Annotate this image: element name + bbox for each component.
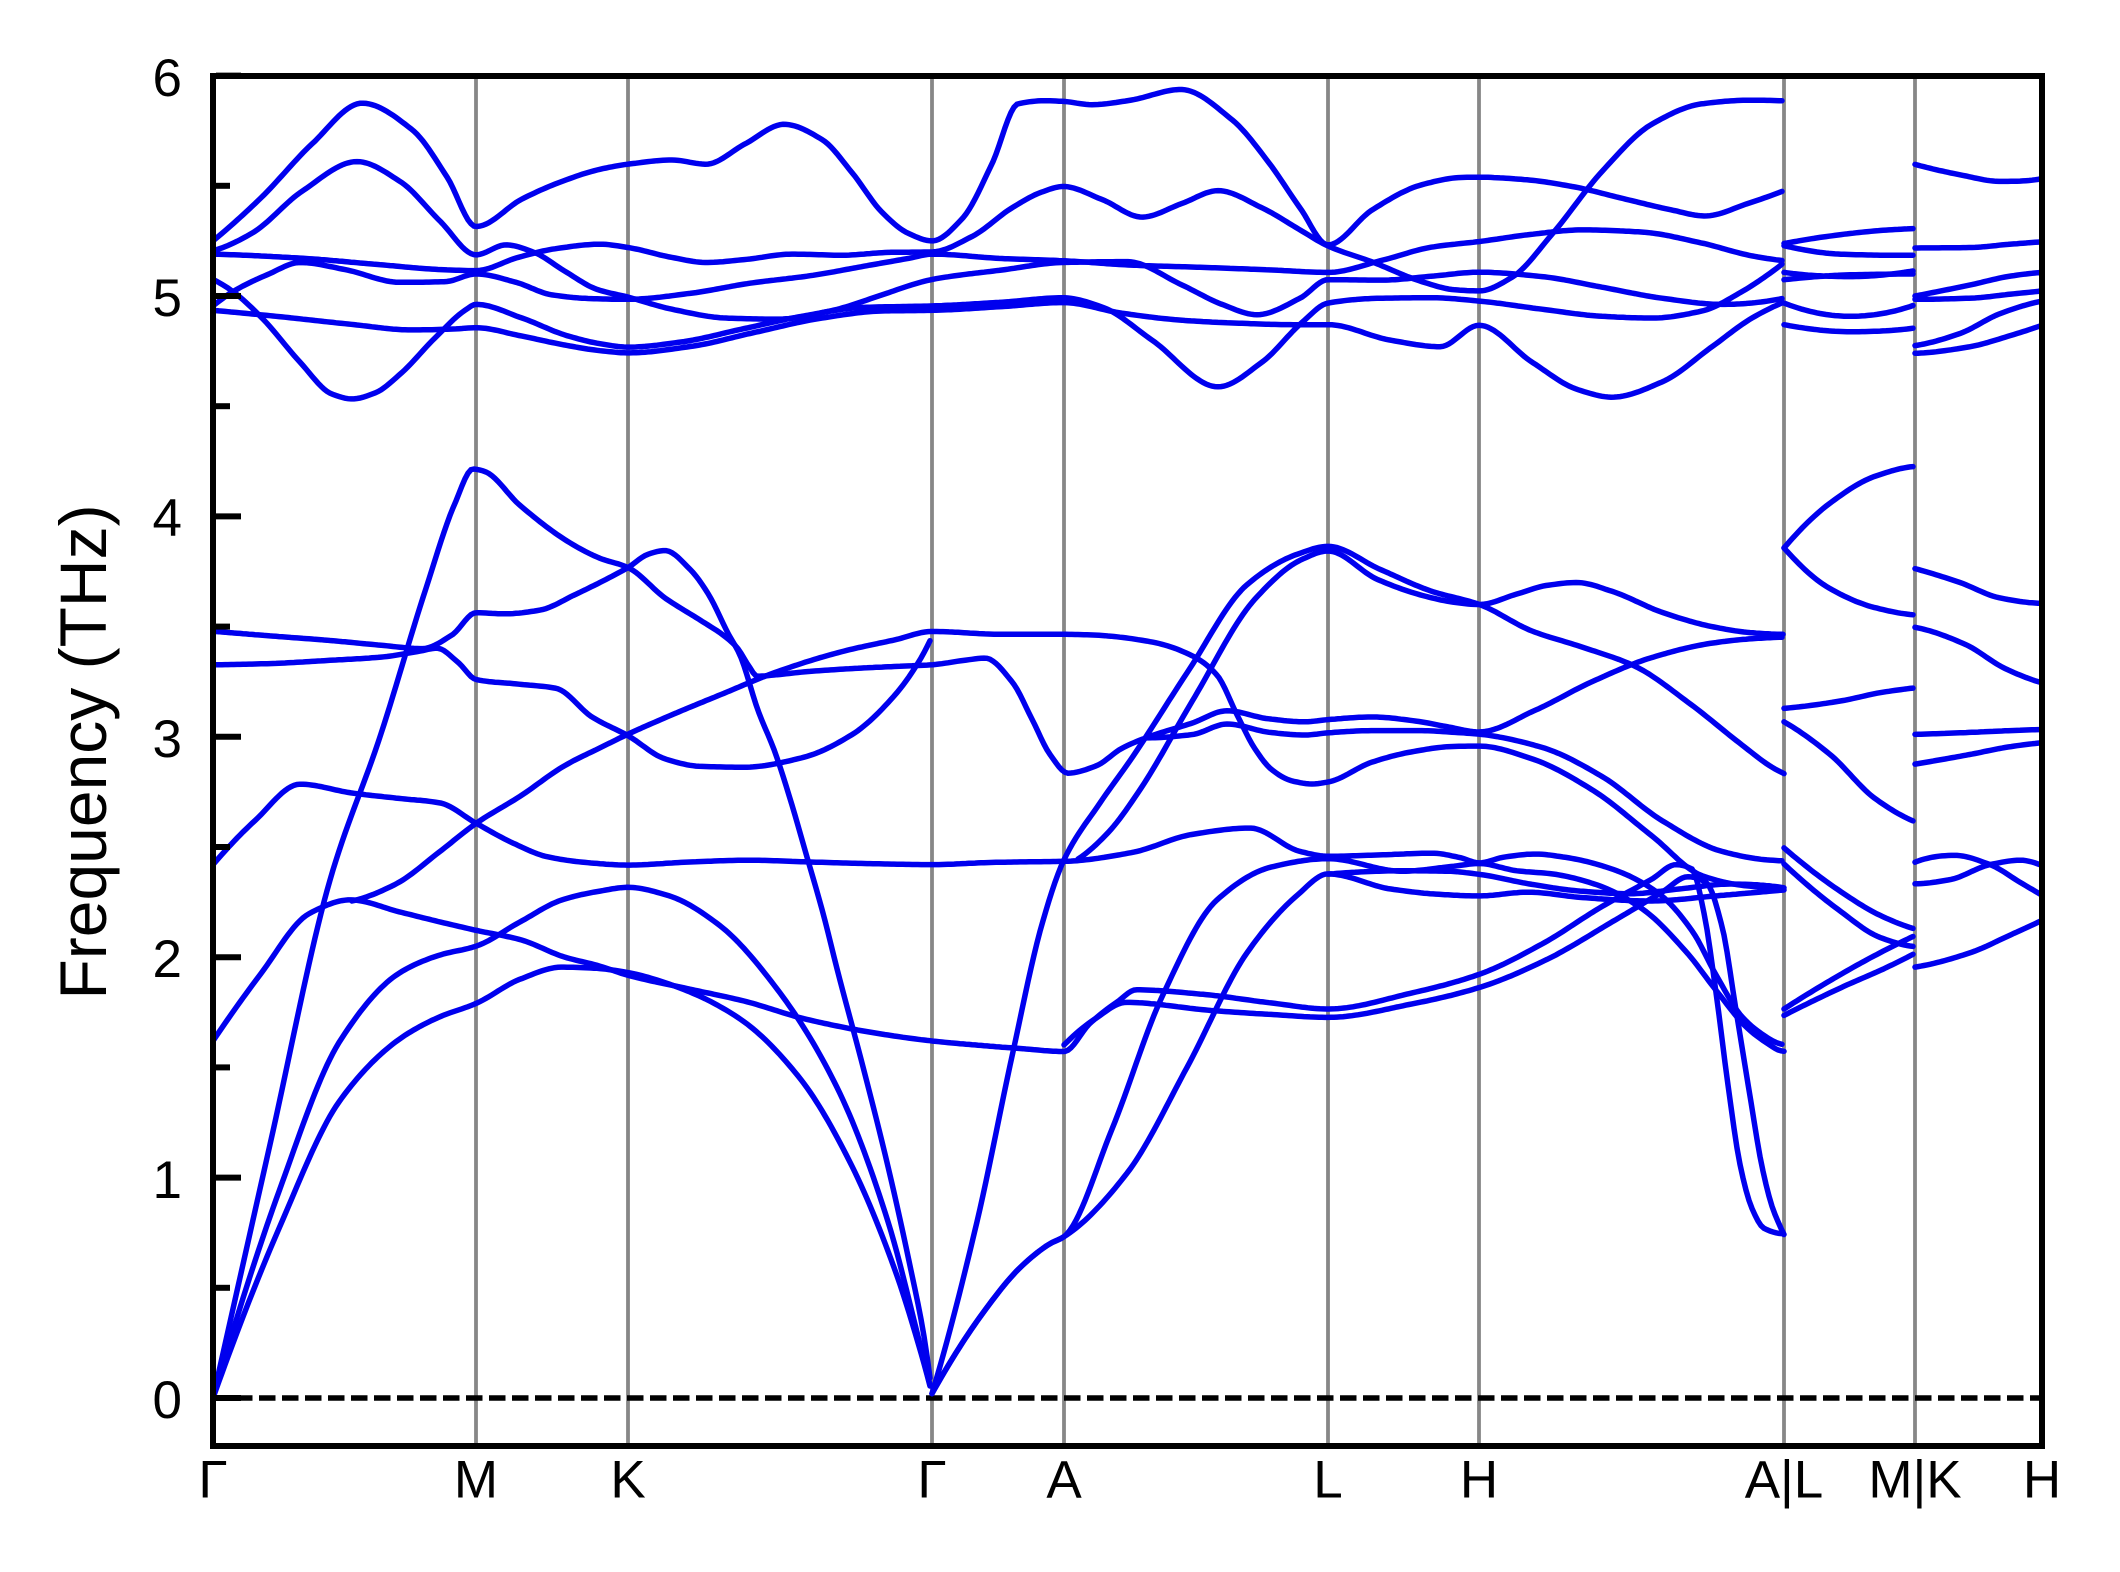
svg-text:A: A: [1046, 1451, 1082, 1510]
svg-text:Frequency (THz): Frequency (THz): [46, 504, 120, 999]
svg-text:Γ: Γ: [917, 1451, 946, 1510]
svg-text:L: L: [1313, 1451, 1342, 1510]
svg-text:6: 6: [153, 49, 182, 108]
svg-text:5: 5: [153, 269, 182, 328]
svg-text:1: 1: [153, 1151, 182, 1210]
svg-text:A|L: A|L: [1745, 1451, 1824, 1510]
svg-text:3: 3: [153, 710, 182, 769]
svg-text:0: 0: [153, 1371, 182, 1430]
svg-text:Γ: Γ: [198, 1451, 227, 1510]
svg-text:K: K: [610, 1451, 645, 1510]
svg-text:2: 2: [153, 930, 182, 989]
svg-text:H: H: [2023, 1451, 2061, 1510]
svg-text:M|K: M|K: [1868, 1451, 1961, 1510]
svg-text:4: 4: [153, 489, 182, 548]
svg-text:M: M: [454, 1451, 498, 1510]
svg-text:H: H: [1460, 1451, 1498, 1510]
